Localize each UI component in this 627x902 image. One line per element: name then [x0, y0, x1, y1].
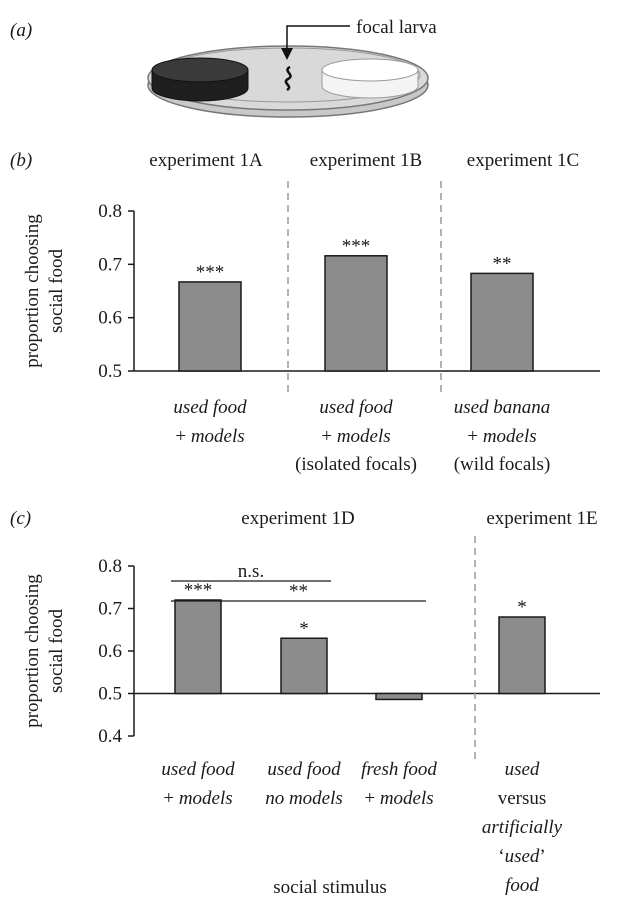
experiment-title: experiment 1C	[467, 150, 579, 171]
label-pointer-line	[286, 25, 350, 54]
y-tick-label: 0.7	[98, 254, 122, 275]
category-label: + models	[321, 426, 390, 447]
y-tick-label: 0.8	[98, 556, 122, 577]
experiment-title: experiment 1E	[486, 508, 597, 529]
bar	[375, 692, 423, 701]
category-label: (isolated focals)	[295, 454, 417, 475]
category-label: fresh food	[361, 759, 437, 780]
experiment-title: experiment 1B	[310, 150, 422, 171]
chart-b: 0.5 0.6 0.7 0.8 proportion choosing social fo…	[22, 150, 600, 475]
category-label: used food	[319, 397, 393, 418]
y-axis-label: proportion choosing	[22, 214, 43, 368]
bar	[174, 599, 222, 695]
category-label: ‘used’	[498, 846, 545, 867]
x-axis-title: social stimulus	[273, 877, 386, 898]
comparison-label: n.s.	[238, 561, 264, 582]
significance-label: *	[299, 618, 309, 639]
experiment-title: experiment 1A	[149, 150, 263, 171]
panel-label-a: (a)	[10, 20, 32, 41]
y-tick-label: 0.6	[98, 641, 122, 662]
focal-larva-label: focal larva	[356, 17, 437, 38]
y-tick-label: 0.8	[98, 201, 122, 222]
larva-icon	[284, 65, 292, 92]
category-label: used	[505, 759, 540, 780]
bar	[178, 281, 242, 372]
y-axis-label: social food	[46, 609, 67, 693]
significance-label: **	[493, 253, 512, 274]
experiment-title: experiment 1D	[241, 508, 354, 529]
category-label: artificially	[482, 817, 563, 838]
category-label: + models	[163, 788, 232, 809]
significance-label: ***	[196, 262, 225, 283]
category-label: + models	[175, 426, 244, 447]
category-label: no models	[265, 788, 343, 809]
y-tick-label: 0.4	[98, 726, 122, 747]
y-tick-label: 0.5	[98, 361, 122, 382]
bar	[280, 637, 328, 695]
y-tick-label: 0.7	[98, 599, 122, 620]
category-label: versus	[498, 788, 547, 809]
category-label: (wild focals)	[454, 454, 551, 475]
bar	[470, 272, 534, 372]
significance-label: *	[517, 597, 527, 618]
category-label: used food	[173, 397, 247, 418]
arrow-down-icon	[281, 48, 293, 60]
significance-label: ***	[184, 580, 213, 601]
y-axis-label: proportion choosing	[22, 574, 43, 728]
left-food-disc	[151, 57, 249, 102]
category-label: food	[505, 875, 539, 896]
y-axis-label: social food	[46, 249, 67, 333]
y-tick-label: 0.6	[98, 308, 122, 329]
category-label: + models	[467, 426, 536, 447]
significance-label: ***	[342, 236, 371, 257]
category-label: used banana	[454, 397, 551, 418]
petri-dish-diagram: focal larva	[147, 17, 437, 118]
bar	[498, 616, 546, 695]
bar	[324, 255, 388, 372]
category-label: + models	[364, 788, 433, 809]
comparison-label: **	[289, 581, 308, 602]
panel-label-c: (c)	[10, 508, 31, 529]
category-label: used food	[267, 759, 341, 780]
right-food-disc	[321, 58, 419, 99]
category-label: used food	[161, 759, 235, 780]
panel-label-b: (b)	[10, 150, 32, 171]
y-tick-label: 0.5	[98, 684, 122, 705]
